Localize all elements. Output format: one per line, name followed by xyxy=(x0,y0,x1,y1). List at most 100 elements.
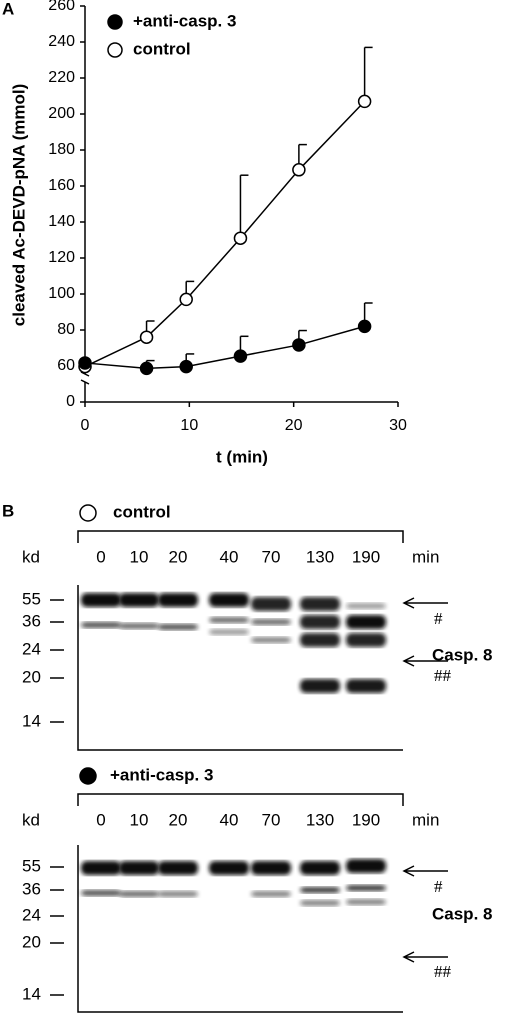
condition-marker xyxy=(79,504,97,522)
blot-band xyxy=(300,887,340,893)
x-tick-label: 0 xyxy=(81,417,90,434)
blot-band xyxy=(300,861,340,875)
marker-label: 36 xyxy=(22,879,41,898)
x-tick-label: 30 xyxy=(389,417,407,434)
blot-band xyxy=(300,900,340,906)
arrow xyxy=(402,655,448,667)
blot-band xyxy=(209,593,249,607)
lane-label: 190 xyxy=(352,810,380,829)
blot-band xyxy=(300,679,340,693)
lane-label: 10 xyxy=(130,810,149,829)
x-tick-label: 10 xyxy=(180,417,198,434)
y-tick-label: 140 xyxy=(48,213,75,230)
blot-band xyxy=(346,885,386,891)
y-tick-label: 80 xyxy=(57,321,75,338)
blot-band xyxy=(81,593,121,607)
blot-band xyxy=(209,617,249,623)
blot-band xyxy=(346,633,386,647)
blot-band xyxy=(251,637,291,643)
x-tick-label: 20 xyxy=(285,417,303,434)
lane-label: 0 xyxy=(96,810,105,829)
kd-label: kd xyxy=(22,810,40,829)
blot-band xyxy=(158,891,198,897)
blot-band xyxy=(119,593,159,607)
lane-label: 130 xyxy=(306,547,334,566)
data-point xyxy=(179,359,193,374)
marker-label: 14 xyxy=(22,984,41,1003)
y-tick-label: 240 xyxy=(48,33,75,50)
data-point xyxy=(139,361,154,376)
data-point xyxy=(139,330,154,344)
legend-marker xyxy=(107,42,123,58)
lane-label: 70 xyxy=(262,547,281,566)
y-tick-label: 260 xyxy=(48,0,75,14)
blot-band xyxy=(346,615,386,629)
data-point xyxy=(233,349,248,363)
condition-label: +anti-casp. 3 xyxy=(110,765,213,784)
legend-label: control xyxy=(133,39,191,58)
arrow-label: # xyxy=(434,877,443,896)
marker-label: 24 xyxy=(22,905,41,924)
condition-marker xyxy=(79,767,97,785)
lane-label: 130 xyxy=(306,810,334,829)
lane-label: 20 xyxy=(169,810,188,829)
data-point xyxy=(357,94,372,109)
marker-label: 14 xyxy=(22,711,41,730)
data-point xyxy=(179,292,193,307)
blot-band xyxy=(119,623,159,629)
min-label: min xyxy=(412,810,439,829)
lane-label: 40 xyxy=(220,810,239,829)
blot-frame xyxy=(77,845,403,1013)
legend-label: +anti-casp. 3 xyxy=(133,11,236,30)
blot-band xyxy=(346,859,386,873)
blot-band xyxy=(81,861,121,875)
arrow xyxy=(402,951,448,963)
data-point xyxy=(357,319,372,334)
blot-band xyxy=(81,622,121,628)
panel-label: B xyxy=(2,501,14,520)
y-tick-label: 160 xyxy=(48,177,75,194)
arrow-label: # xyxy=(434,609,443,628)
blot-band xyxy=(251,597,291,611)
x-axis-label: t (min) xyxy=(216,447,268,466)
condition-label: control xyxy=(113,502,171,521)
series-line xyxy=(84,325,365,370)
bracket xyxy=(77,530,404,543)
lane-label: 10 xyxy=(130,547,149,566)
blot-band xyxy=(346,899,386,905)
min-label: min xyxy=(412,547,439,566)
arrow xyxy=(402,597,448,609)
blot-band xyxy=(300,615,340,629)
blot-band xyxy=(209,629,249,635)
blot-band xyxy=(346,603,386,609)
marker-label: 20 xyxy=(22,932,41,951)
arrow-label: ## xyxy=(434,962,452,981)
bracket xyxy=(77,793,404,806)
y-tick-label: 60 xyxy=(57,357,75,374)
y-tick-label: 0 xyxy=(66,393,75,410)
marker-label: 55 xyxy=(22,856,41,875)
lane-label: 0 xyxy=(96,547,105,566)
protein-label: Casp. 8 xyxy=(432,904,492,923)
marker-label: 24 xyxy=(22,639,41,658)
data-point xyxy=(233,231,248,245)
lane-label: 190 xyxy=(352,547,380,566)
y-axis-label: cleaved Ac-DEVD-pNA (mmol) xyxy=(9,84,28,326)
axis-break xyxy=(80,371,90,385)
blot-band xyxy=(251,891,291,897)
blot-band xyxy=(119,861,159,875)
marker-label: 55 xyxy=(22,589,41,608)
blot-band xyxy=(346,679,386,693)
marker-label: 36 xyxy=(22,611,41,630)
data-point xyxy=(78,356,92,370)
y-tick-label: 200 xyxy=(48,105,75,122)
blot-band xyxy=(209,861,249,875)
blot-frame xyxy=(77,585,403,751)
y-tick-label: 120 xyxy=(48,249,75,266)
panel-label: A xyxy=(2,0,14,18)
y-tick-label: 220 xyxy=(48,69,75,86)
arrow-label: ## xyxy=(434,666,452,685)
protein-label: Casp. 8 xyxy=(432,645,492,664)
blot-band xyxy=(158,624,198,630)
